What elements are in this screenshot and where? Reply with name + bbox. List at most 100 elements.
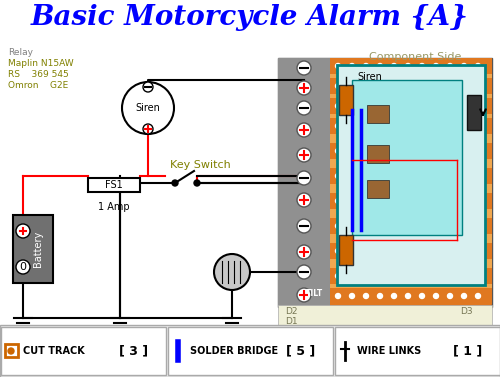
Circle shape [378,248,382,253]
Circle shape [336,273,340,279]
Text: [ 3 ]: [ 3 ] [120,345,148,357]
Circle shape [297,265,311,279]
Circle shape [420,224,424,228]
Bar [330,134,492,143]
Circle shape [392,104,396,109]
Circle shape [448,248,452,253]
Circle shape [350,273,354,279]
Text: [ 1 ]: [ 1 ] [454,345,482,357]
Circle shape [336,199,340,204]
Text: Basic Motorcycle Alarm {A}: Basic Motorcycle Alarm {A} [31,4,469,31]
Circle shape [378,224,382,228]
Circle shape [420,104,424,109]
Text: Key Switch: Key Switch [170,160,230,170]
Circle shape [378,199,382,204]
Text: RS    369 545: RS 369 545 [8,70,69,79]
Circle shape [364,248,368,253]
Circle shape [350,149,354,153]
Bar [330,184,492,193]
Bar [330,209,492,218]
Circle shape [336,248,340,253]
Text: Battery: Battery [33,231,43,267]
Circle shape [476,63,480,69]
Text: D3: D3 [460,308,472,317]
Circle shape [434,224,438,228]
Bar [330,168,492,184]
Circle shape [406,199,410,204]
Circle shape [462,63,466,69]
Circle shape [420,199,424,204]
Bar [330,259,492,268]
Circle shape [364,83,368,89]
Bar [330,268,492,284]
Circle shape [336,63,340,69]
Circle shape [122,82,174,134]
Circle shape [448,149,452,153]
Bar [337,65,485,285]
Circle shape [350,124,354,129]
Circle shape [406,83,410,89]
Circle shape [406,124,410,129]
Bar [330,58,492,74]
Circle shape [476,83,480,89]
Circle shape [476,294,480,299]
Circle shape [406,63,410,69]
Text: 1 Amp: 1 Amp [98,202,130,212]
Circle shape [143,124,153,134]
Text: SOLDER BRIDGE: SOLDER BRIDGE [190,346,278,356]
Circle shape [448,63,452,69]
Circle shape [378,124,382,129]
Circle shape [336,83,340,89]
Circle shape [476,199,480,204]
Circle shape [462,294,466,299]
Text: Siren: Siren [357,72,382,82]
Circle shape [364,273,368,279]
Circle shape [392,248,396,253]
Circle shape [364,63,368,69]
Circle shape [350,104,354,109]
Circle shape [214,254,250,290]
Bar [278,58,492,307]
Circle shape [448,173,452,178]
Circle shape [350,83,354,89]
Circle shape [378,83,382,89]
Bar [352,80,462,235]
Circle shape [392,199,396,204]
Circle shape [364,224,368,228]
Circle shape [297,171,311,185]
Circle shape [392,149,396,153]
Circle shape [406,273,410,279]
Circle shape [350,224,354,228]
Circle shape [434,83,438,89]
Circle shape [448,273,452,279]
Bar [339,235,353,265]
Circle shape [462,224,466,228]
Circle shape [476,173,480,178]
Bar [339,85,353,115]
Bar [13,215,53,283]
Circle shape [392,224,396,228]
Circle shape [336,149,340,153]
Circle shape [336,124,340,129]
Bar [330,118,492,134]
Text: Component Side: Component Side [369,52,461,62]
Circle shape [297,148,311,162]
Circle shape [420,83,424,89]
Circle shape [297,245,311,259]
Bar [278,305,492,325]
Bar [330,218,492,234]
Circle shape [297,61,311,75]
Circle shape [420,294,424,299]
Circle shape [434,104,438,109]
Circle shape [350,248,354,253]
Text: [ 5 ]: [ 5 ] [286,345,316,357]
Text: D2: D2 [285,308,298,317]
Circle shape [406,248,410,253]
Circle shape [476,149,480,153]
Circle shape [420,248,424,253]
Bar [278,58,330,307]
Circle shape [297,288,311,302]
Circle shape [406,294,410,299]
Circle shape [448,294,452,299]
Circle shape [364,104,368,109]
